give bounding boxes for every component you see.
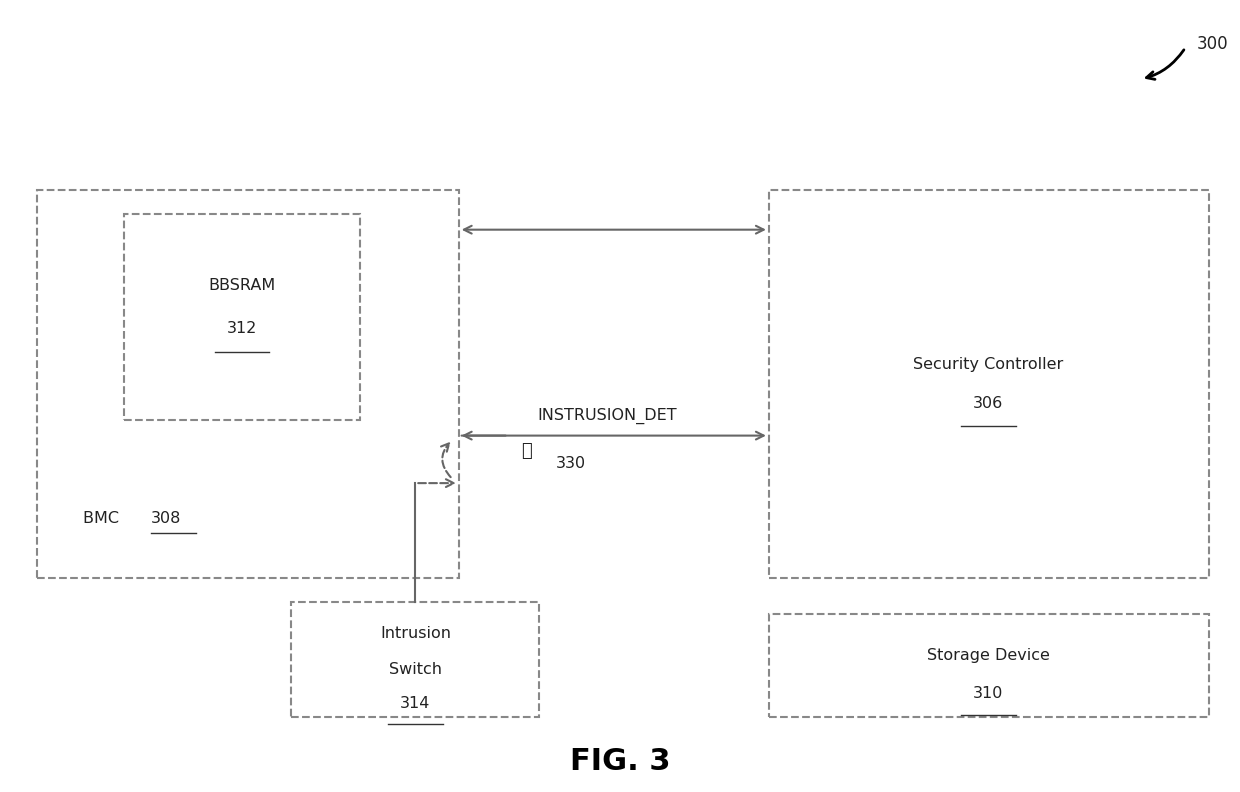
Text: BMC: BMC: [83, 512, 124, 526]
Text: FIG. 3: FIG. 3: [569, 748, 671, 776]
Text: 308: 308: [151, 512, 181, 526]
Text: 314: 314: [401, 696, 430, 710]
FancyBboxPatch shape: [291, 602, 539, 717]
Text: Intrusion: Intrusion: [379, 626, 451, 641]
Text: BBSRAM: BBSRAM: [208, 278, 275, 292]
FancyBboxPatch shape: [124, 214, 360, 420]
Text: 312: 312: [227, 322, 257, 336]
FancyBboxPatch shape: [769, 614, 1209, 717]
FancyBboxPatch shape: [37, 190, 459, 578]
Text: INSTRUSION_DET: INSTRUSION_DET: [538, 408, 677, 424]
Text: Switch: Switch: [389, 662, 441, 676]
Text: Security Controller: Security Controller: [913, 357, 1064, 371]
FancyBboxPatch shape: [769, 190, 1209, 578]
Text: Storage Device: Storage Device: [926, 649, 1050, 663]
Text: 306: 306: [973, 397, 1003, 411]
Text: 310: 310: [973, 686, 1003, 700]
Text: 330: 330: [556, 456, 585, 470]
Text: 300: 300: [1197, 35, 1229, 52]
Text: ⤷: ⤷: [522, 443, 532, 460]
